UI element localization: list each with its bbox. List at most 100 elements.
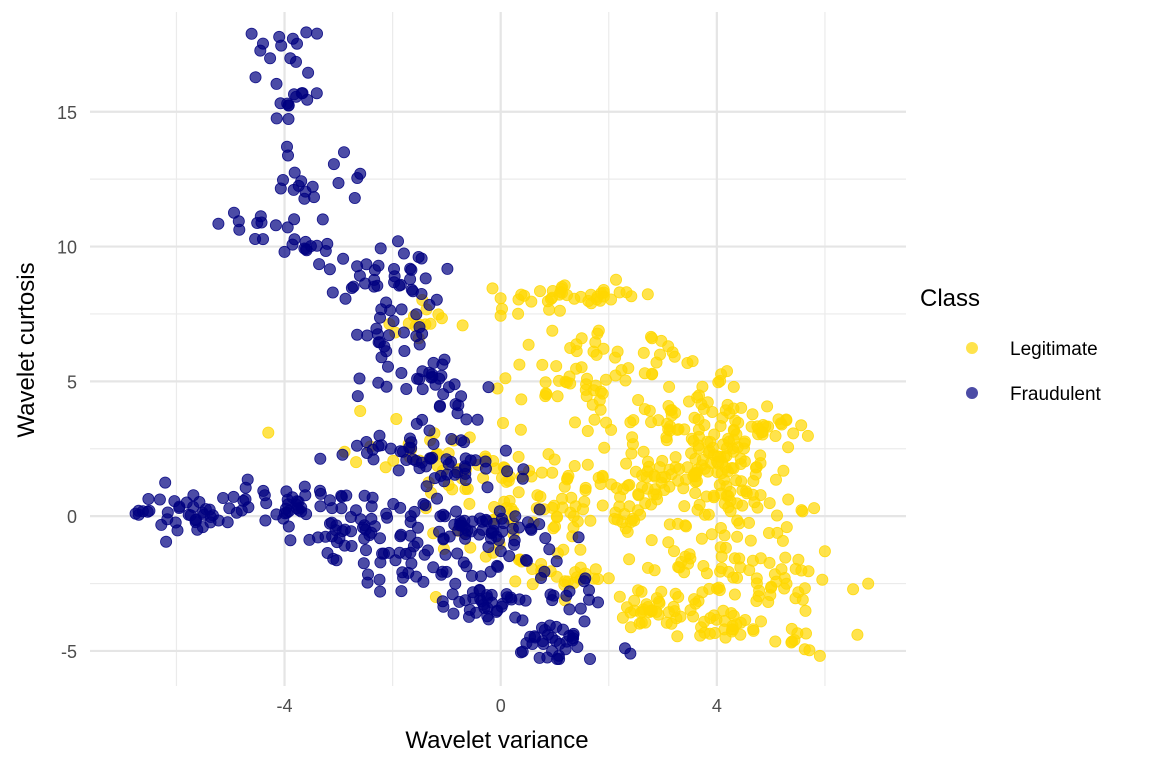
data-point-legitimate xyxy=(808,502,821,515)
data-point-legitimate xyxy=(620,457,633,470)
data-point-fraudulent xyxy=(516,472,529,485)
legend-label-legitimate: Legitimate xyxy=(1010,339,1098,360)
data-point-legitimate xyxy=(862,577,875,590)
data-point-legitimate xyxy=(712,376,725,389)
data-point-legitimate xyxy=(744,534,757,547)
data-point-legitimate xyxy=(672,561,685,574)
data-point-legitimate xyxy=(613,500,626,513)
data-point-legitimate xyxy=(686,355,699,368)
data-point-fraudulent xyxy=(481,610,494,623)
data-point-legitimate xyxy=(721,441,734,454)
data-point-legitimate xyxy=(677,482,690,495)
gridlines xyxy=(90,12,906,686)
data-point-fraudulent xyxy=(360,446,373,459)
data-point-legitimate xyxy=(615,364,628,377)
data-point-fraudulent xyxy=(314,500,327,513)
data-point-legitimate xyxy=(512,486,525,499)
y-axis-ticks: -5 0 5 10 15 xyxy=(57,103,77,662)
data-point-fraudulent xyxy=(338,523,351,536)
data-point-legitimate xyxy=(692,413,705,426)
data-point-legitimate xyxy=(769,635,782,648)
data-point-legitimate xyxy=(564,341,577,354)
data-point-fraudulent xyxy=(281,149,294,162)
data-point-fraudulent xyxy=(323,263,336,276)
data-point-legitimate xyxy=(731,514,744,527)
data-point-legitimate xyxy=(637,445,650,458)
data-point-fraudulent xyxy=(382,546,395,559)
data-point-fraudulent xyxy=(495,600,508,613)
y-tick-label: 5 xyxy=(67,372,77,392)
data-point-fraudulent xyxy=(413,373,426,386)
data-point-legitimate xyxy=(851,628,864,641)
data-point-fraudulent xyxy=(204,516,217,529)
data-point-fraudulent xyxy=(269,219,282,232)
data-point-fraudulent xyxy=(592,596,605,609)
data-point-fraudulent xyxy=(351,328,364,341)
data-point-fraudulent xyxy=(579,572,592,585)
data-point-legitimate xyxy=(581,424,594,437)
data-point-legitimate xyxy=(736,499,749,512)
data-point-legitimate xyxy=(534,285,547,298)
y-tick-label: -5 xyxy=(61,642,77,662)
data-point-fraudulent xyxy=(508,534,521,547)
data-point-fraudulent xyxy=(400,382,413,395)
data-point-legitimate xyxy=(526,578,539,591)
y-tick-label: 10 xyxy=(57,238,77,258)
data-point-legitimate xyxy=(626,438,639,451)
data-point-fraudulent xyxy=(282,113,295,126)
data-point-legitimate xyxy=(639,497,652,510)
data-point-legitimate xyxy=(782,441,795,454)
data-point-legitimate xyxy=(536,358,549,371)
data-point-fraudulent xyxy=(426,370,439,383)
data-point-fraudulent xyxy=(482,541,495,554)
data-point-legitimate xyxy=(556,280,569,293)
data-point-legitimate xyxy=(750,572,763,585)
data-point-fraudulent xyxy=(374,556,387,569)
data-point-fraudulent xyxy=(469,454,482,467)
data-point-legitimate xyxy=(751,420,764,433)
data-point-legitimate xyxy=(512,307,525,320)
data-point-legitimate xyxy=(734,616,747,629)
data-point-fraudulent xyxy=(395,366,408,379)
data-point-fraudulent xyxy=(455,390,468,403)
data-point-legitimate xyxy=(738,455,751,468)
data-point-legitimate xyxy=(777,464,790,477)
data-point-fraudulent xyxy=(259,514,272,527)
data-point-legitimate xyxy=(545,292,558,305)
data-point-legitimate xyxy=(568,459,581,472)
data-point-fraudulent xyxy=(336,448,349,461)
data-point-legitimate xyxy=(611,345,624,358)
data-point-legitimate xyxy=(559,575,572,588)
data-point-fraudulent xyxy=(282,99,295,112)
data-point-legitimate xyxy=(569,416,582,429)
data-point-fraudulent xyxy=(574,602,587,615)
data-point-fraudulent xyxy=(326,530,339,543)
data-point-legitimate xyxy=(652,608,665,621)
data-point-fraudulent xyxy=(302,66,315,79)
data-point-legitimate xyxy=(770,473,783,486)
data-point-legitimate xyxy=(634,508,647,521)
data-point-fraudulent xyxy=(441,262,454,275)
data-point-fraudulent xyxy=(451,407,464,420)
legend-key-fraudulent xyxy=(966,387,978,399)
data-point-legitimate xyxy=(776,534,789,547)
data-point-legitimate xyxy=(432,308,445,321)
data-point-fraudulent xyxy=(287,183,300,196)
data-point-legitimate xyxy=(632,393,645,406)
data-point-legitimate xyxy=(679,519,692,532)
data-point-fraudulent xyxy=(423,298,436,311)
data-point-legitimate xyxy=(689,486,702,499)
data-point-legitimate xyxy=(522,338,535,351)
data-point-fraudulent xyxy=(578,615,591,628)
data-point-fraudulent xyxy=(436,565,449,578)
data-point-legitimate xyxy=(638,403,651,416)
data-point-legitimate xyxy=(679,550,692,563)
data-point-fraudulent xyxy=(413,338,426,351)
data-point-legitimate xyxy=(515,288,528,301)
data-point-fraudulent xyxy=(419,272,432,285)
data-point-fraudulent xyxy=(406,453,419,466)
data-point-legitimate xyxy=(636,480,649,493)
data-point-fraudulent xyxy=(290,37,303,50)
data-point-fraudulent xyxy=(326,286,339,299)
